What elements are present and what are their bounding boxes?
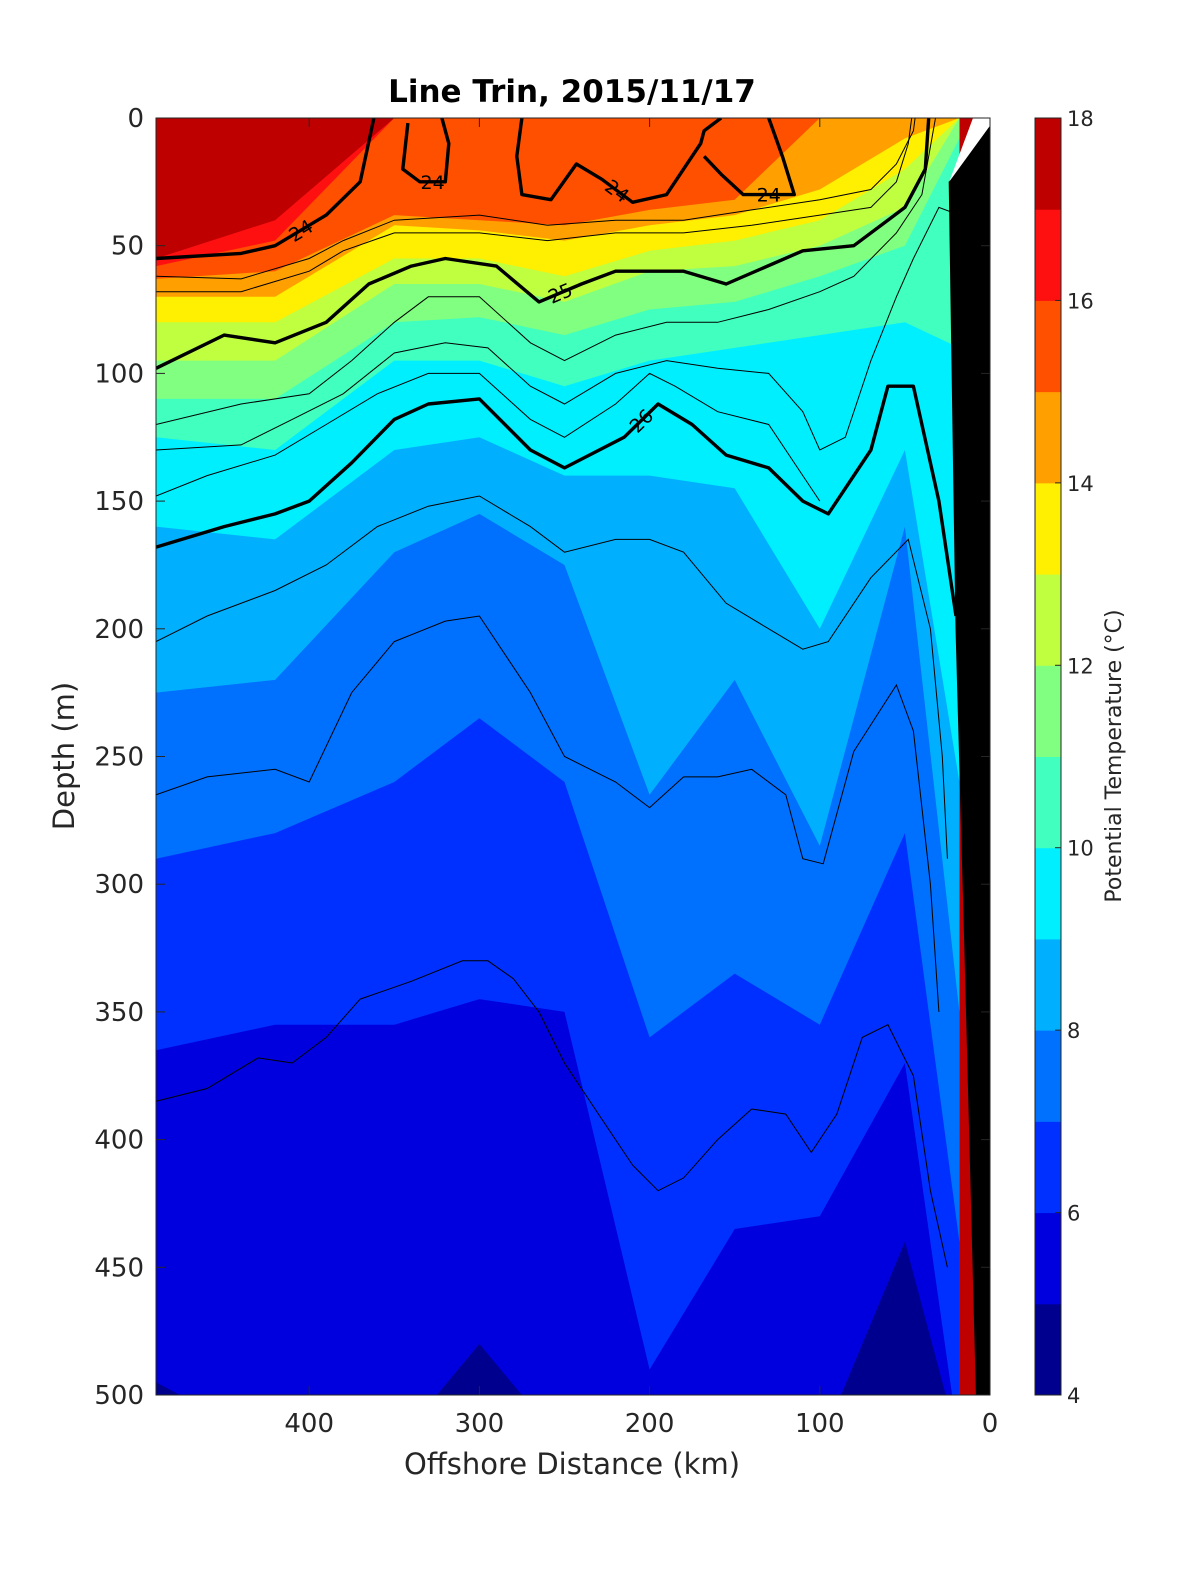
colorbar-swatch-11 (1035, 665, 1061, 757)
thin-contour-6 (156, 615, 940, 1012)
contour-label-24-3: 24 (757, 185, 781, 207)
y-tick-label-500: 500 (94, 1381, 144, 1411)
colorbar-tick-label-16: 16 (1067, 289, 1094, 313)
x-axis-label: Offshore Distance (km) (404, 1447, 740, 1481)
colorbar-frame (1034, 117, 1062, 1396)
x-tick-label-400: 400 (284, 1409, 334, 1439)
colorbar-swatch-7 (1035, 1030, 1061, 1122)
density-contour-26-5 (156, 384, 958, 617)
colorbar-swatch-13 (1035, 482, 1061, 575)
density-contour-24-0 (156, 118, 376, 261)
x-tick-label-200: 200 (625, 1409, 675, 1439)
colorbar-swatch-5 (1035, 1212, 1061, 1305)
colorbar-tick-label-8: 8 (1067, 1019, 1080, 1043)
x-axis-ticks: 400 300 200 100 0 (284, 118, 998, 1439)
colorbar-swatch-16 (1035, 209, 1061, 301)
thin-contour-lines (156, 118, 974, 1268)
contour-label-text: 24 (421, 172, 445, 194)
colorbar-tick-label-18: 18 (1067, 107, 1094, 131)
colorbar (1035, 118, 1061, 1396)
colorbar-swatch-14 (1035, 391, 1061, 484)
thin-contour-1 (156, 118, 913, 293)
y-tick-label-450: 450 (94, 1253, 144, 1283)
y-tick-label-300: 300 (94, 870, 144, 900)
colorbar-label: Potential Temperature (°C) (1102, 609, 1127, 902)
colorbar-swatch-8 (1035, 938, 1061, 1031)
density-contour-lines (156, 118, 958, 617)
y-tick-label-50: 50 (111, 232, 144, 262)
y-tick-label-250: 250 (94, 743, 144, 773)
density-contour-24-3 (702, 118, 796, 197)
colorbar-swatch-6 (1035, 1121, 1061, 1214)
coast-shelf (947, 118, 990, 1395)
contour-label-text: 24 (757, 185, 781, 207)
colorbar-tick-label-14: 14 (1067, 472, 1094, 496)
thin-contour-3 (156, 206, 974, 451)
colorbar-swatch-15 (1035, 300, 1061, 393)
colorbar-tick-label-10: 10 (1067, 837, 1094, 861)
shelf-mask (947, 124, 990, 1395)
thin-contour-4 (156, 372, 821, 502)
colorbar-swatch-12 (1035, 574, 1061, 666)
y-tick-label-400: 400 (94, 1126, 144, 1156)
contour-label-24-1: 24 (421, 172, 445, 194)
colorbar-tick-label-12: 12 (1067, 654, 1094, 678)
y-tick-label-100: 100 (94, 359, 144, 389)
shelf-white-notch (949, 118, 990, 182)
colorbar-swatch-4 (1035, 1303, 1061, 1396)
y-tick-label-200: 200 (94, 615, 144, 645)
colorbar-swatch-10 (1035, 756, 1061, 849)
thin-contour-2 (156, 118, 936, 425)
band-4C (156, 1241, 946, 1395)
colorbar-swatch-9 (1035, 847, 1061, 940)
colorbar-ticks: 4 6 8 10 12 14 16 18 (1055, 107, 1094, 1408)
y-tick-label-350: 350 (94, 998, 144, 1028)
thin-contour-0 (156, 118, 916, 280)
x-tick-label-300: 300 (455, 1409, 505, 1439)
density-contour-24-2 (515, 118, 723, 204)
y-axis-label: Depth (m) (47, 682, 81, 830)
y-tick-label-0: 0 (127, 104, 144, 134)
plot-area (156, 118, 990, 1395)
band-5C (156, 999, 953, 1395)
chart-title: Line Trin, 2015/11/17 (388, 74, 756, 110)
colorbar-tick-label-6: 6 (1067, 1202, 1080, 1226)
density-contour-25-4 (156, 118, 931, 370)
x-tick-label-0: 0 (982, 1409, 999, 1439)
density-contour-24-1 (401, 118, 451, 184)
thin-contour-5 (156, 495, 948, 859)
y-axis-ticks: 0 50 100 150 200 250 300 350 400 450 500 (94, 104, 990, 1411)
colorbar-tick-label-4: 4 (1067, 1384, 1080, 1408)
x-tick-label-100: 100 (795, 1409, 845, 1439)
y-tick-label-150: 150 (94, 487, 144, 517)
colorbar-swatch-17 (1035, 118, 1061, 210)
temperature-bands (156, 118, 990, 1395)
thin-contour-7 (156, 960, 948, 1268)
